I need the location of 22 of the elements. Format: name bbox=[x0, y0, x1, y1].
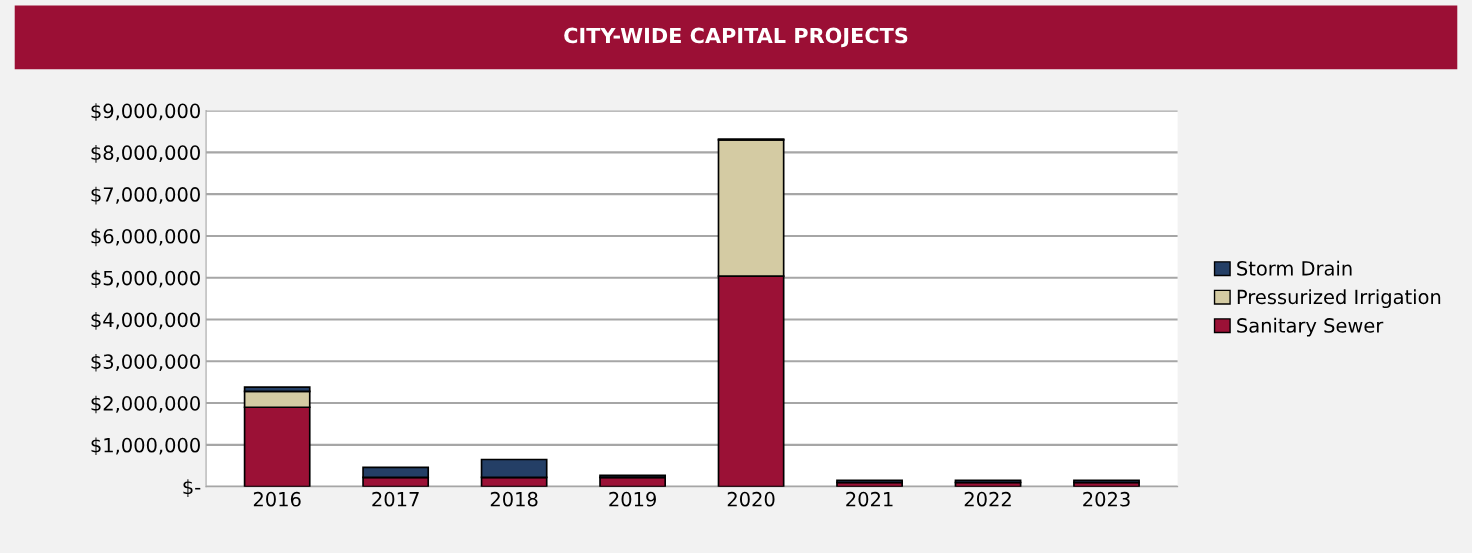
x-tick-label: 2016 bbox=[253, 491, 301, 507]
legend-label: Pressurized Irrigation bbox=[1237, 289, 1441, 309]
x-tick-label: 2022 bbox=[964, 491, 1011, 507]
y-tick-label: $- bbox=[183, 479, 201, 497]
y-tick-label: $7,000,000 bbox=[91, 186, 200, 205]
x-tick-label: 2021 bbox=[846, 491, 893, 507]
legend-label: Storm Drain bbox=[1237, 260, 1352, 276]
y-tick-label: $9,000,000 bbox=[91, 103, 200, 121]
x-tick-label: 2017 bbox=[372, 491, 419, 507]
x-tick-label: 2018 bbox=[490, 491, 538, 507]
y-tick-label: $2,000,000 bbox=[91, 395, 200, 414]
y-tick-label: $5,000,000 bbox=[91, 270, 200, 288]
x-tick-label: 2023 bbox=[1083, 491, 1130, 507]
chart-title: CITY-WIDE CAPITAL PROJECTS bbox=[564, 27, 908, 48]
y-tick-label: $3,000,000 bbox=[91, 353, 200, 372]
x-tick-label: 2020 bbox=[727, 491, 775, 507]
legend-label: Sanitary Sewer bbox=[1237, 317, 1384, 337]
x-tick-label: 2019 bbox=[609, 491, 656, 507]
y-tick-label: $6,000,000 bbox=[91, 228, 200, 247]
y-tick-label: $4,000,000 bbox=[91, 312, 200, 330]
y-tick-label: $8,000,000 bbox=[91, 144, 200, 163]
y-tick-label: $1,000,000 bbox=[91, 437, 200, 456]
